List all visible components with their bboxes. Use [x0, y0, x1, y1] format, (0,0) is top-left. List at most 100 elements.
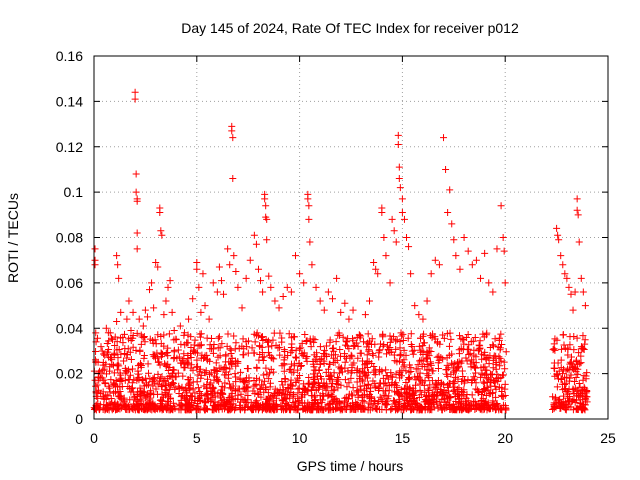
data-point [168, 308, 176, 316]
data-point [94, 358, 102, 366]
background-point [232, 373, 240, 381]
background-point [261, 377, 269, 385]
background-point [256, 342, 264, 350]
background-point [135, 376, 143, 384]
background-point [403, 393, 411, 401]
background-point [157, 333, 165, 341]
background-point [388, 404, 396, 412]
background-point [196, 333, 204, 341]
background-point [313, 399, 321, 407]
data-point [224, 245, 232, 253]
background-point [196, 365, 204, 373]
background-point [154, 331, 162, 339]
background-point [276, 351, 284, 359]
background-point [292, 346, 300, 354]
background-point [225, 393, 233, 401]
background-point [354, 393, 362, 401]
background-point [492, 405, 500, 413]
background-point [471, 375, 479, 383]
background-point [565, 377, 573, 385]
background-point [364, 330, 372, 338]
background-point [127, 336, 135, 344]
background-point [266, 379, 274, 387]
background-point [439, 331, 447, 339]
background-point [298, 350, 306, 358]
background-point [561, 405, 569, 413]
background-point [265, 397, 273, 405]
background-point [407, 405, 415, 413]
background-point [368, 393, 376, 401]
background-point [440, 395, 448, 403]
background-point [560, 341, 568, 349]
background-point [474, 347, 482, 355]
data-point [185, 315, 193, 323]
background-point [324, 392, 332, 400]
background-point [189, 347, 197, 355]
background-point [121, 330, 129, 338]
background-point [94, 374, 102, 382]
background-point [363, 359, 371, 367]
background-point [455, 384, 463, 392]
data-point [160, 311, 168, 319]
background-point [149, 351, 157, 359]
background-point [297, 344, 305, 352]
background-point [325, 372, 333, 380]
background-point [379, 331, 387, 339]
background-point [482, 354, 490, 362]
chart-title: Day 145 of 2024, Rate Of TEC Index for r… [181, 20, 519, 36]
background-point [256, 385, 264, 393]
background-point [434, 377, 442, 385]
background-point [326, 360, 334, 368]
background-point [317, 396, 325, 404]
background-point [320, 357, 328, 365]
background-point [375, 385, 383, 393]
background-point [209, 349, 217, 357]
data-point [559, 261, 567, 269]
background-point [269, 368, 277, 376]
data-point [493, 245, 501, 253]
data-point [563, 274, 571, 282]
background-point [140, 332, 148, 340]
background-point [281, 378, 289, 386]
background-point [454, 363, 462, 371]
background-point [92, 347, 100, 355]
background-point [299, 404, 307, 412]
data-point [91, 245, 99, 253]
background-point [307, 406, 315, 414]
background-point [161, 386, 169, 394]
data-point [316, 297, 324, 305]
data-point [96, 374, 104, 382]
background-point [376, 346, 384, 354]
background-point [194, 384, 202, 392]
data-point [308, 261, 316, 269]
background-point [364, 403, 372, 411]
background-point [152, 340, 160, 348]
background-point [267, 354, 275, 362]
background-point [171, 385, 179, 393]
data-point [229, 134, 237, 142]
background-point [372, 405, 380, 413]
data-point [262, 202, 270, 210]
background-point [193, 356, 201, 364]
background-point [270, 329, 278, 337]
background-point [498, 392, 506, 400]
background-point [478, 369, 486, 377]
background-point [369, 377, 377, 385]
data-point [250, 231, 258, 239]
background-point [185, 379, 193, 387]
background-point [203, 395, 211, 403]
background-point [489, 389, 497, 397]
background-point [113, 362, 121, 370]
background-point [361, 382, 369, 390]
background-point [565, 366, 573, 374]
background-point [256, 350, 264, 358]
data-point [259, 288, 267, 296]
background-point [343, 338, 351, 346]
background-point [341, 376, 349, 384]
background-point [395, 398, 403, 406]
background-point [97, 369, 105, 377]
background-point [226, 380, 234, 388]
background-point [477, 373, 485, 381]
background-point [549, 346, 557, 354]
data-point [468, 261, 476, 269]
